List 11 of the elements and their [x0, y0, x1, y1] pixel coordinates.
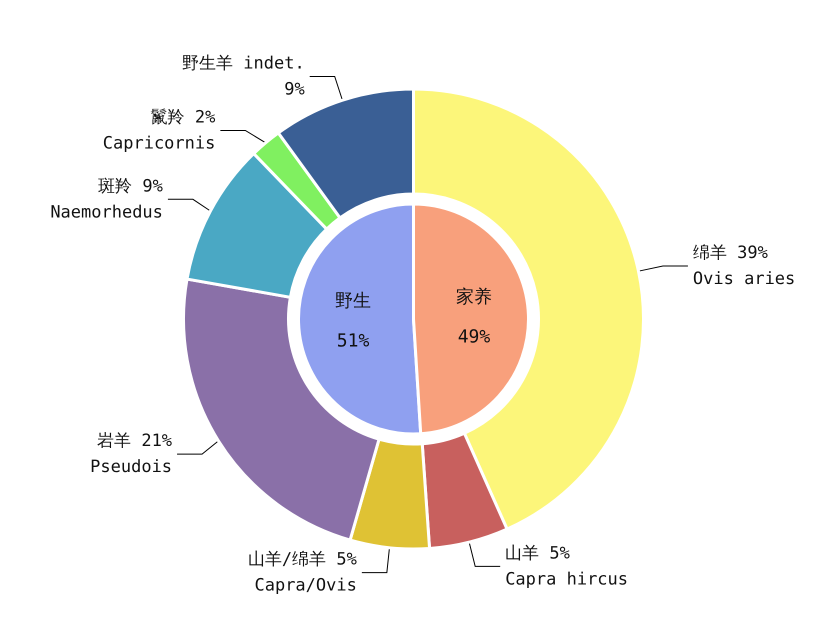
slice-label: 鬣羚 2% Capricornis [102, 107, 216, 154]
slice-label: 山羊 5% Capra hircus [505, 543, 628, 590]
data-label: 51% [336, 330, 370, 352]
data-label: 49% [458, 326, 490, 348]
slice-label: 野生羊 indet. 9% [182, 53, 305, 100]
slice-label: 绵羊 39% Ovis aries [692, 242, 796, 289]
slice-label: 野生 [335, 290, 372, 312]
slice-label: 岩羊 21% Pseudois [90, 431, 172, 478]
slice-label: 家养 [456, 286, 492, 308]
slice-label: 山羊/绵羊 5% Capra/Ovis [248, 550, 357, 596]
slice-label: 斑羚 9% Naemorhedus [50, 176, 163, 222]
